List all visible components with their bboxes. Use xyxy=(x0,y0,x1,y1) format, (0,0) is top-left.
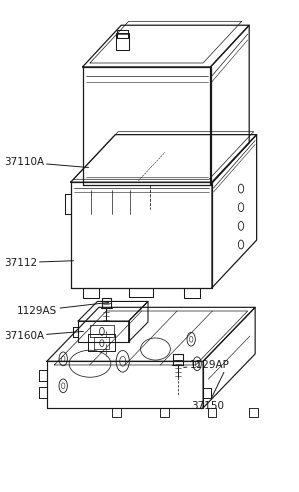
Text: 37112: 37112 xyxy=(4,258,74,268)
Text: 37160A: 37160A xyxy=(4,331,83,341)
Text: 37110A: 37110A xyxy=(4,157,89,167)
Text: 1129AP: 1129AP xyxy=(184,360,230,369)
Text: 37150: 37150 xyxy=(191,372,224,411)
Text: 1129AS: 1129AS xyxy=(17,303,109,316)
